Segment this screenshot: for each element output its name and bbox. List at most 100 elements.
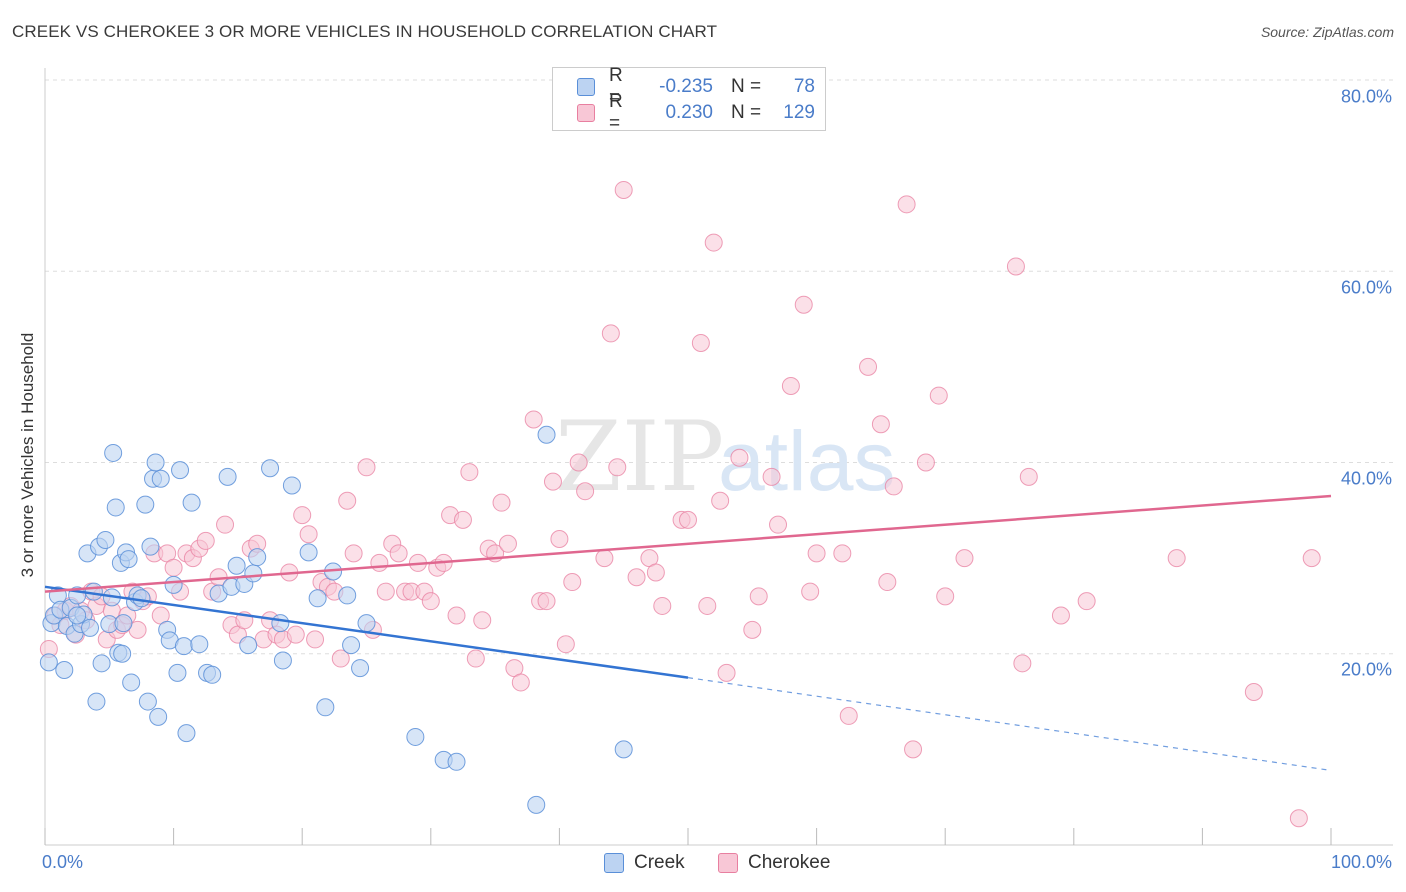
cherokee-point [1077, 592, 1096, 611]
creek-point [614, 740, 633, 759]
cherokee-point [196, 531, 215, 550]
cherokee-swatch [577, 104, 595, 122]
cherokee-point [576, 482, 595, 501]
cherokee-point [306, 630, 325, 649]
cherokee-point [833, 544, 852, 563]
cherokee-point [698, 596, 717, 615]
cherokee-point [711, 491, 730, 510]
cherokee-point [749, 587, 768, 606]
chart-source: Source: ZipAtlas.com [1260, 24, 1394, 40]
cherokee-point [1013, 654, 1032, 673]
cherokee-point [293, 506, 312, 525]
creek-swatch [577, 78, 595, 96]
creek-point [182, 493, 201, 512]
legend-item-creek: Creek [604, 852, 685, 874]
creek-point [316, 698, 335, 717]
cherokee-point [1289, 809, 1308, 828]
n-value-creek: 78 [793, 76, 815, 97]
cherokee-point [897, 195, 916, 214]
creek-point [271, 614, 290, 633]
cherokee-point [460, 463, 479, 482]
cherokee-point [762, 467, 781, 486]
cherokee-point [216, 515, 235, 534]
creek-point [96, 530, 115, 549]
cherokee-point [859, 357, 878, 376]
watermark: ZIP atlas [555, 401, 895, 513]
creek-point [151, 469, 170, 488]
cherokee-point [550, 530, 569, 548]
creek-point [273, 651, 292, 670]
cherokee-point [1006, 257, 1025, 276]
y-tick-label-20: 20.0% [1340, 659, 1392, 680]
creek-point [104, 443, 123, 462]
cherokee-point [473, 611, 492, 630]
cherokee-point [769, 515, 788, 534]
cherokee-point [338, 491, 357, 510]
n-value-cherokee: 129 [783, 102, 815, 123]
cherokee-point [563, 573, 582, 592]
cherokee-point [679, 510, 697, 529]
creek-point [149, 707, 168, 726]
legend-label-creek: Creek [634, 852, 685, 873]
cherokee-point [1051, 606, 1070, 625]
creek-point [141, 537, 160, 556]
creek-point [119, 550, 138, 569]
cherokee-point [331, 649, 350, 668]
x-tick-label-max: 100.0% [1330, 852, 1392, 872]
cherokee-point [286, 625, 305, 644]
cherokee-point [376, 582, 395, 601]
r-value-cherokee: 0.230 [665, 102, 713, 123]
creek-point [308, 589, 327, 608]
correlation-legend: R = -0.235 N = 78 R = 0.230 N = 129 [552, 65, 826, 134]
cherokee-point [1302, 549, 1321, 568]
y-tick-label-40: 40.0% [1340, 468, 1392, 489]
creek-point [168, 663, 187, 682]
creek-trend-extension [687, 677, 1332, 772]
creek-point [39, 653, 58, 672]
n-label: N = [731, 76, 762, 97]
legend-row-cherokee: R = 0.230 N = 129 [577, 91, 815, 134]
creek-point [282, 476, 301, 495]
creek-point [132, 589, 151, 608]
cherokee-point [389, 544, 408, 563]
cherokee-point [370, 553, 389, 572]
cherokee-point [601, 324, 620, 343]
creek-point [177, 724, 196, 743]
creek-point [537, 425, 556, 444]
cherokee-point [743, 620, 762, 639]
creek-point [447, 752, 466, 771]
cherokee-point [537, 592, 556, 611]
cherokee-point [904, 740, 923, 759]
creek-point [406, 727, 425, 746]
cherokee-point [421, 592, 440, 611]
cherokee-point [556, 635, 575, 654]
cherokee-point [492, 493, 511, 512]
cherokee-point [627, 568, 646, 587]
creek-point [174, 637, 193, 656]
cherokee-point [453, 510, 472, 529]
creek-point [92, 654, 111, 673]
cherokee-point [781, 377, 800, 395]
cherokee-point [807, 544, 826, 563]
cherokee-trend-line [44, 494, 1332, 593]
creek-point [203, 665, 222, 684]
cherokee-point [608, 458, 627, 477]
creek-points [39, 425, 633, 814]
creek-point [248, 548, 267, 567]
axes [44, 68, 1393, 846]
creek-swatch [604, 853, 624, 873]
creek-point [113, 644, 132, 663]
creek-point [527, 795, 546, 814]
creek-point [190, 635, 209, 654]
creek-point [342, 636, 361, 655]
cherokee-point [717, 663, 736, 682]
creek-point [106, 498, 125, 517]
creek-point [138, 692, 157, 711]
cherokee-point [794, 295, 813, 314]
cherokee-point [884, 477, 903, 496]
cherokee-point [691, 333, 710, 352]
series-legend: Creek Cherokee [0, 852, 1406, 876]
cherokee-point [646, 563, 665, 582]
cherokee-point [498, 534, 517, 553]
